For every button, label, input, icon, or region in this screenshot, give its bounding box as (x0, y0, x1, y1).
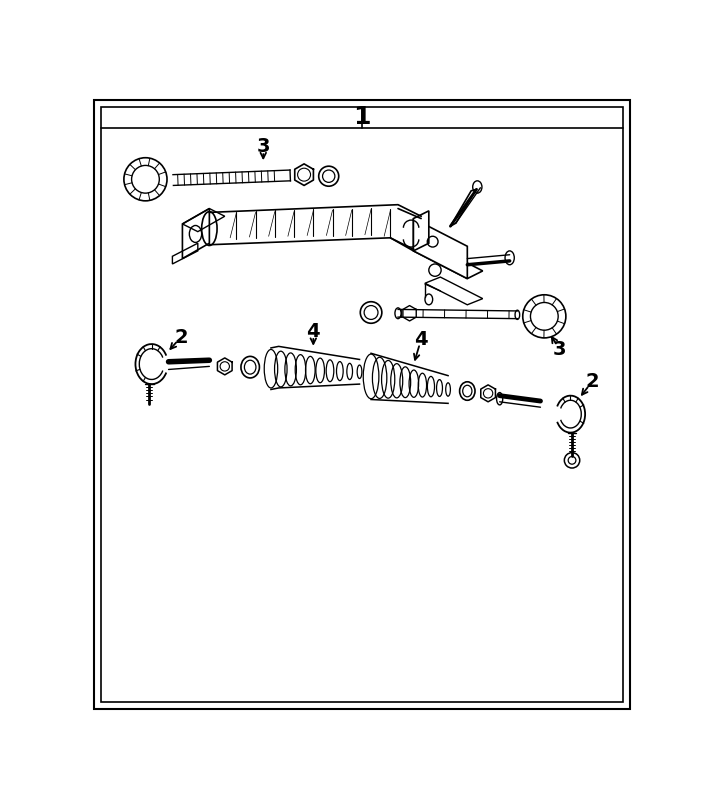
Text: 3: 3 (256, 138, 270, 156)
Text: 2: 2 (585, 372, 599, 392)
Text: 1: 1 (353, 105, 371, 129)
Polygon shape (414, 211, 429, 251)
Text: 4: 4 (306, 322, 320, 341)
Text: 4: 4 (414, 330, 428, 349)
Polygon shape (414, 219, 467, 279)
Text: 3: 3 (553, 340, 566, 359)
Polygon shape (414, 244, 483, 279)
Polygon shape (182, 208, 210, 259)
Text: 2: 2 (174, 328, 188, 347)
